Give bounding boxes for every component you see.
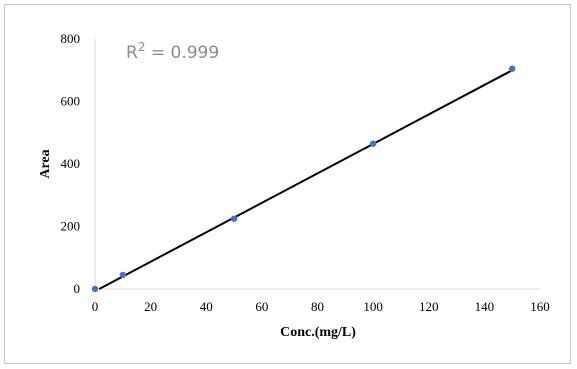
data-point — [230, 215, 238, 222]
x-tick-label: 20 — [144, 299, 157, 314]
y-axis-title: Area — [38, 149, 53, 178]
x-tick-label: 100 — [363, 299, 383, 314]
x-tick-label: 140 — [475, 299, 495, 314]
tick-labels: 0 20 40 60 80 100 120 140 160 0 200 400 600 800 — [61, 31, 550, 314]
data-points — [91, 65, 516, 293]
x-tick-label: 60 — [255, 299, 268, 314]
r-squared-annotation: R2 = 0.999 — [126, 40, 219, 63]
chart-frame — [4, 4, 571, 364]
axes — [94, 39, 540, 290]
y-tick-label: 0 — [74, 281, 81, 296]
x-tick-label: 80 — [311, 299, 324, 314]
y-tick-label: 200 — [61, 219, 81, 234]
trendline — [98, 69, 513, 290]
r-squared-value: = 0.999 — [145, 43, 219, 63]
data-point — [119, 271, 127, 279]
data-point — [369, 140, 377, 147]
x-tick-label: 40 — [200, 299, 213, 314]
data-point — [508, 65, 516, 72]
r-squared-prefix: R — [126, 43, 138, 63]
y-tick-label: 800 — [61, 31, 81, 46]
data-point — [91, 285, 99, 293]
y-tick-label: 400 — [61, 156, 81, 171]
x-tick-label: 160 — [530, 299, 550, 314]
r-squared-superscript: 2 — [138, 40, 146, 54]
x-tick-label: 120 — [419, 299, 439, 314]
x-tick-label: 0 — [92, 299, 99, 314]
y-tick-label: 600 — [61, 94, 81, 109]
x-axis-title: Conc.(mg/L) — [280, 325, 356, 340]
